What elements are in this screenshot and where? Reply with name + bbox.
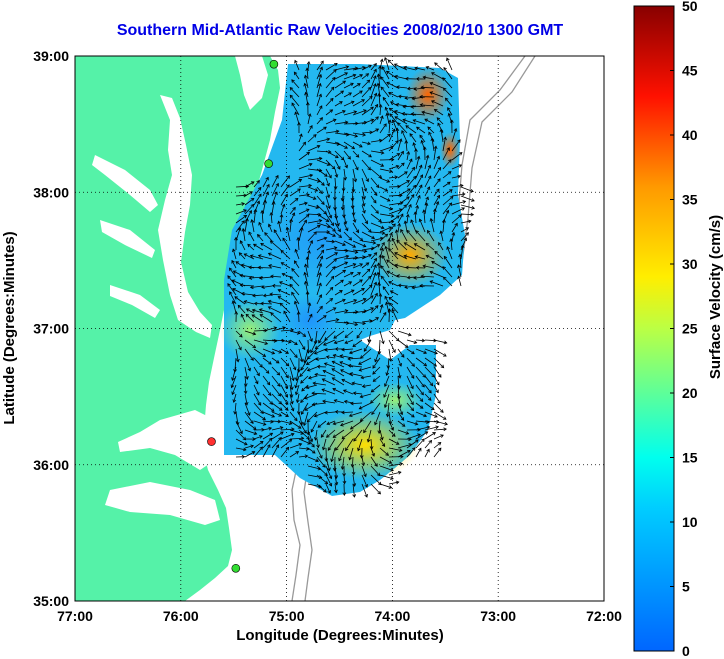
x-axis-label: Longitude (Degrees:Minutes) [236, 627, 444, 644]
x-tick-label: 72:00 [586, 608, 622, 624]
colorbar-tick-label: 20 [682, 385, 698, 401]
y-axis-label: Latitude (Degrees:Minutes) [1, 231, 18, 424]
colorbar-ticks: 0 5 10 15 20 25 30 35 40 45 50 [670, 0, 698, 659]
bay-inlet [92, 155, 158, 212]
y-tick-label: 37:00 [33, 321, 69, 337]
plot-frame [74, 55, 605, 602]
delaware-bay [235, 56, 268, 110]
colorbar-label: Surface Velocity (cm/s) [707, 215, 724, 379]
colorbar-tick-label: 30 [682, 256, 698, 272]
map-title: Southern Mid-Atlantic Raw Velocities 200… [116, 22, 564, 39]
radar-site-marker [207, 437, 216, 446]
colorbar [633, 5, 675, 652]
x-tick-label: 77:00 [57, 608, 93, 624]
sound-water [105, 482, 220, 525]
radar-site-marker [231, 563, 241, 573]
sound-water [118, 410, 218, 470]
bay-inlet [100, 220, 155, 258]
bay-inlet [110, 285, 160, 318]
land-area [75, 56, 280, 601]
colorbar-tick-label: 0 [682, 643, 690, 659]
colorbar-tick-label: 25 [682, 321, 698, 337]
chesapeake-bay [158, 95, 212, 338]
x-axis-ticks: 77:00 76:00 75:00 74:00 73:00 72:00 [57, 608, 622, 624]
y-tick-label: 36:00 [33, 457, 69, 473]
radar-site-marker [264, 159, 273, 168]
colorbar-tick-label: 5 [682, 579, 690, 595]
colorbar-tick-label: 45 [682, 63, 698, 79]
x-tick-label: 75:00 [269, 608, 305, 624]
colorbar-tick-label: 50 [682, 0, 698, 14]
velocity-vectors [227, 56, 476, 498]
colorbar-tick-label: 40 [682, 127, 698, 143]
x-tick-label: 76:00 [163, 608, 199, 624]
y-tick-label: 35:00 [33, 593, 69, 609]
radar-site-marker [269, 59, 279, 69]
y-axis-ticks: 39:00 38:00 37:00 36:00 35:00 [33, 48, 69, 609]
radar-sites [207, 59, 279, 573]
y-tick-label: 39:00 [33, 48, 69, 64]
y-tick-label: 38:00 [33, 184, 69, 200]
colorbar-tick-label: 10 [682, 514, 698, 530]
x-tick-label: 74:00 [374, 608, 410, 624]
x-tick-label: 73:00 [480, 608, 516, 624]
colorbar-tick-label: 15 [682, 450, 698, 466]
grid-lines [75, 56, 604, 601]
colorbar-tick-label: 35 [682, 192, 698, 208]
